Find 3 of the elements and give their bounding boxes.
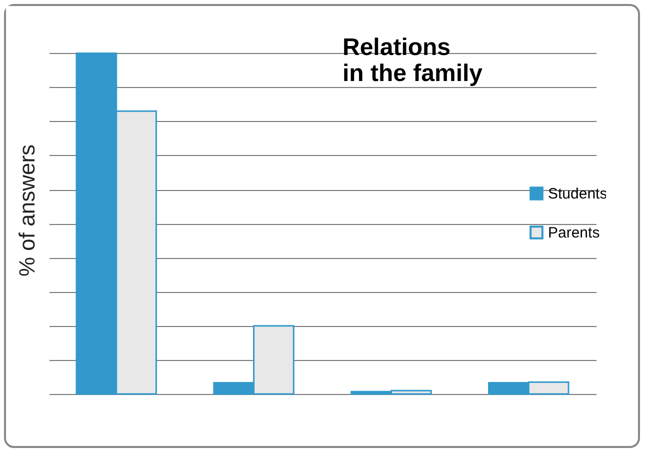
y-axis-title: % of answers <box>14 144 40 277</box>
chart-title: Relations in the family <box>342 34 484 87</box>
legend-label: Parents <box>548 224 600 242</box>
